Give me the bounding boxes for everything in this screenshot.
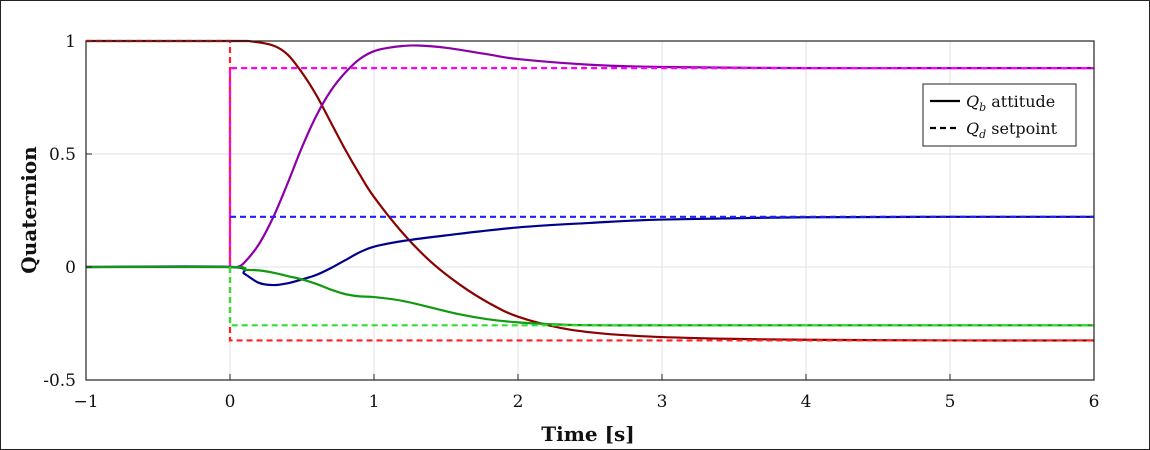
setpoint-series-7: [228, 267, 1094, 327]
x-tick-label: 3: [657, 392, 668, 412]
x-tick-label: 2: [513, 392, 524, 412]
x-tick-label: 0: [225, 392, 236, 412]
legend-box: [922, 83, 1077, 147]
legend-entry-setpoint: Qd setpoint: [966, 119, 1058, 141]
x-tick-label: 5: [945, 392, 956, 412]
attitude-series-2: [85, 44, 1094, 269]
legend-entry-attitude: Qb attitude: [966, 92, 1055, 114]
axes-box: [85, 40, 1095, 381]
setpoint-series-3: [228, 67, 1094, 267]
attitude-series-4: [85, 215, 1095, 287]
y-tick-label: 1: [65, 32, 76, 52]
y-tick-label: 0: [65, 258, 76, 278]
attitude-series-6: [85, 265, 1094, 327]
x-tick-label: −1: [73, 392, 98, 412]
attitude-series-0: [85, 39, 1095, 342]
x-axis-label: Time [s]: [541, 422, 635, 446]
y-tick-labels: -0.5 0 0.5 1: [43, 32, 76, 391]
y-tick-label: -0.5: [43, 371, 76, 391]
x-tick-label: 6: [1089, 392, 1100, 412]
x-tick-label: 4: [801, 392, 812, 412]
tick-marks: [85, 40, 1095, 381]
legend: Qb attitude Qd setpoint: [922, 83, 1077, 147]
y-tick-label: 0.5: [49, 145, 76, 165]
y-axis-label: Quaternion: [17, 146, 41, 274]
x-tick-labels: −1 0 1 2 3 4 5 6: [73, 392, 1099, 412]
x-tick-label: 1: [369, 392, 380, 412]
